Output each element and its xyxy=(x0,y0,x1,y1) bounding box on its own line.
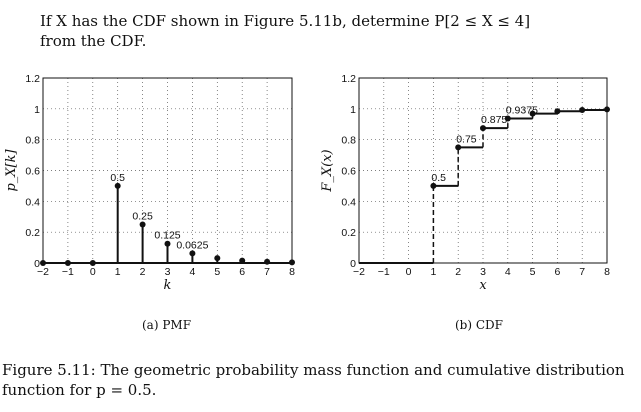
y-tick-label: 0.4 xyxy=(341,196,356,208)
step-marker xyxy=(480,125,486,132)
x-tick-label: 7 xyxy=(579,266,585,278)
x-tick-label: 0 xyxy=(406,266,412,278)
data-label: 0.875 xyxy=(481,114,507,126)
data-label: 0.9375 xyxy=(506,104,538,116)
data-label: 0.5 xyxy=(110,172,125,184)
step-marker xyxy=(455,144,462,151)
pmf-caption: (a) PMF xyxy=(142,318,192,332)
step-marker xyxy=(529,110,536,117)
x-tick-label: 5 xyxy=(530,266,536,278)
y-tick-label: 1 xyxy=(350,104,356,116)
x-tick-label: 7 xyxy=(264,266,270,278)
figure-caption-line-1: Figure 5.11: The geometric probability m… xyxy=(2,361,625,379)
x-tick-label: 8 xyxy=(289,266,295,278)
y-tick-label: 0.8 xyxy=(341,135,356,147)
cdf-caption: (b) CDF xyxy=(455,318,503,332)
figure-caption-line-2: function for p = 0.5. xyxy=(2,381,157,399)
x-tick-label: 6 xyxy=(239,266,245,278)
x-tick-label: 4 xyxy=(189,266,195,278)
x-tick-label: 4 xyxy=(505,266,511,278)
stem-marker xyxy=(89,260,96,266)
question-line-2: from the CDF. xyxy=(40,32,147,50)
y-tick-label: 0.6 xyxy=(25,166,40,178)
x-tick-label: 8 xyxy=(604,266,610,278)
x-tick-label: 2 xyxy=(455,266,461,278)
y-tick-label: 0 xyxy=(34,258,40,270)
y-tick-label: 1 xyxy=(34,104,40,116)
x-tick-label: −2 xyxy=(37,266,49,278)
question-line-1: If X has the CDF shown in Figure 5.11b, … xyxy=(40,12,531,30)
y-tick-label: 1.2 xyxy=(341,73,356,85)
x-tick-label: 1 xyxy=(430,266,436,278)
x-tick-label: 2 xyxy=(140,266,146,278)
x-tick-label: 5 xyxy=(214,266,220,278)
x-tick-label: 3 xyxy=(480,266,486,278)
x-tick-label: 0 xyxy=(90,266,96,278)
axes-box xyxy=(358,77,608,264)
stem-marker xyxy=(64,260,71,266)
step-marker xyxy=(504,115,511,122)
x-tick-label: 6 xyxy=(554,266,560,278)
y-tick-label: 0.8 xyxy=(25,135,40,147)
stem-marker xyxy=(264,258,271,265)
stem-marker xyxy=(40,260,46,266)
y-tick-label: 0.2 xyxy=(25,227,40,239)
y-tick-label: 0 xyxy=(350,258,356,270)
x-tick-label: 1 xyxy=(115,266,121,278)
data-label: 0.5 xyxy=(431,172,446,184)
x-tick-label: −1 xyxy=(378,266,390,278)
stem-marker xyxy=(189,250,196,257)
data-label: 0.75 xyxy=(456,133,477,145)
x-axis-label: x xyxy=(479,278,487,293)
data-label: 0.125 xyxy=(154,230,180,242)
y-tick-label: 1.2 xyxy=(25,73,40,85)
y-tick-label: 0.4 xyxy=(25,196,40,208)
data-label: 0.0625 xyxy=(176,239,208,251)
stem-marker xyxy=(289,259,295,266)
y-tick-label: 0.2 xyxy=(341,227,356,239)
stem-marker xyxy=(164,240,171,247)
stem-marker xyxy=(139,221,146,228)
y-axis-label: F_X(x) xyxy=(320,149,335,192)
stem-marker xyxy=(214,255,221,262)
x-tick-label: −1 xyxy=(62,266,74,278)
step-marker xyxy=(604,106,610,113)
x-tick-label: 3 xyxy=(165,266,171,278)
stem-marker xyxy=(114,182,121,189)
step-marker xyxy=(430,182,437,189)
x-tick-label: −2 xyxy=(353,266,365,278)
x-axis-label: k xyxy=(164,278,172,293)
y-tick-label: 0.6 xyxy=(341,166,356,178)
y-axis-label: p_X[k] xyxy=(4,149,19,192)
stem-marker xyxy=(239,257,246,264)
step-marker xyxy=(579,107,586,114)
data-label: 0.25 xyxy=(132,210,153,222)
step-marker xyxy=(554,108,561,115)
